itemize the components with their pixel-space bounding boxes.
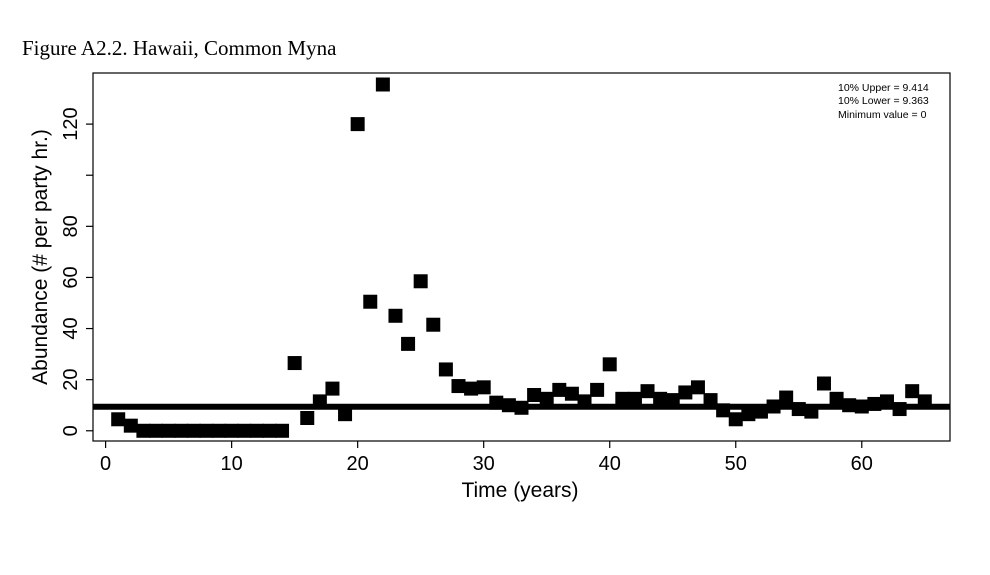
data-point (602, 357, 617, 372)
data-point (476, 380, 491, 395)
data-point (375, 77, 390, 92)
y-tick-label: 80 (60, 215, 82, 237)
data-point (149, 423, 164, 438)
data-point (325, 381, 340, 396)
y-tick-label: 20 (60, 369, 82, 391)
data-point (174, 423, 189, 438)
x-tick-label: 10 (221, 453, 243, 475)
data-point (590, 382, 605, 397)
plot-frame (92, 72, 951, 442)
data-point (401, 336, 416, 351)
x-tick-label: 50 (725, 453, 747, 475)
data-point (728, 412, 743, 427)
data-point (249, 423, 264, 438)
data-point (136, 423, 151, 438)
data-point (665, 393, 680, 408)
data-point (186, 423, 201, 438)
data-point (438, 362, 453, 377)
x-axis: 0 10 20 30 40 50 60 (100, 441, 873, 475)
data-point (413, 274, 428, 289)
data-point (741, 407, 756, 422)
y-tick-label: 0 (60, 425, 82, 436)
x-axis-title: Time (years) (461, 479, 578, 502)
data-point (350, 117, 365, 132)
data-point (300, 411, 315, 425)
x-tick-label: 30 (473, 453, 495, 475)
data-point (703, 393, 718, 408)
data-point (464, 381, 479, 396)
data-point (627, 391, 642, 406)
data-point (879, 394, 894, 409)
data-point (690, 380, 705, 395)
data-point (451, 379, 466, 394)
data-point (766, 399, 781, 414)
data-point (854, 399, 869, 414)
data-point (501, 398, 516, 413)
data-point (426, 317, 441, 332)
data-point (653, 391, 668, 406)
data-point (842, 398, 857, 413)
data-point (237, 423, 252, 438)
data-point (779, 390, 794, 405)
data-point (287, 356, 302, 371)
legend-lower: 10% Lower = 9.363 (838, 95, 929, 107)
y-tick-label: 120 (60, 107, 82, 140)
data-point (212, 423, 227, 438)
x-tick-label: 40 (599, 453, 621, 475)
data-point (388, 308, 403, 323)
data-point (224, 423, 239, 438)
data-point (199, 423, 214, 438)
data-point (123, 418, 138, 433)
data-point (564, 386, 579, 401)
data-point (615, 391, 630, 406)
data-point (892, 402, 907, 417)
x-tick-label: 60 (851, 453, 873, 475)
data-point (111, 412, 126, 427)
y-tick-label: 60 (60, 266, 82, 288)
data-point (678, 385, 693, 400)
data-point (363, 294, 378, 309)
data-point (262, 423, 277, 438)
x-tick-label: 20 (347, 453, 369, 475)
legend-minimum: Minimum value = 0 (838, 109, 927, 121)
data-point (514, 400, 529, 415)
data-point (312, 394, 327, 409)
legend: 10% Upper = 9.414 10% Lower = 9.363 Mini… (838, 82, 929, 121)
data-point (527, 388, 542, 402)
data-point (539, 391, 554, 406)
y-axis-title: Abundance (# per party hr.) (29, 129, 52, 385)
data-point (829, 391, 844, 406)
y-axis: 0 20 40 60 80 120 (60, 107, 93, 436)
data-point (753, 404, 768, 419)
data-points (111, 77, 932, 438)
data-point (275, 423, 290, 438)
data-point (791, 402, 806, 417)
y-tick-label: 40 (60, 317, 82, 339)
figure-caption: Figure A2.2. Hawaii, Common Myna (22, 36, 337, 60)
data-point (577, 394, 592, 409)
data-point (161, 423, 176, 438)
data-point (338, 407, 353, 422)
data-point (716, 403, 731, 418)
x-tick-label: 0 (100, 453, 111, 475)
data-point (905, 384, 920, 399)
data-point (552, 382, 567, 397)
data-point (640, 384, 655, 399)
legend-upper: 10% Upper = 9.414 (838, 82, 929, 94)
data-point (804, 404, 819, 419)
data-point (917, 394, 932, 409)
data-point (489, 395, 504, 410)
data-point (867, 396, 882, 411)
data-point (816, 376, 831, 391)
